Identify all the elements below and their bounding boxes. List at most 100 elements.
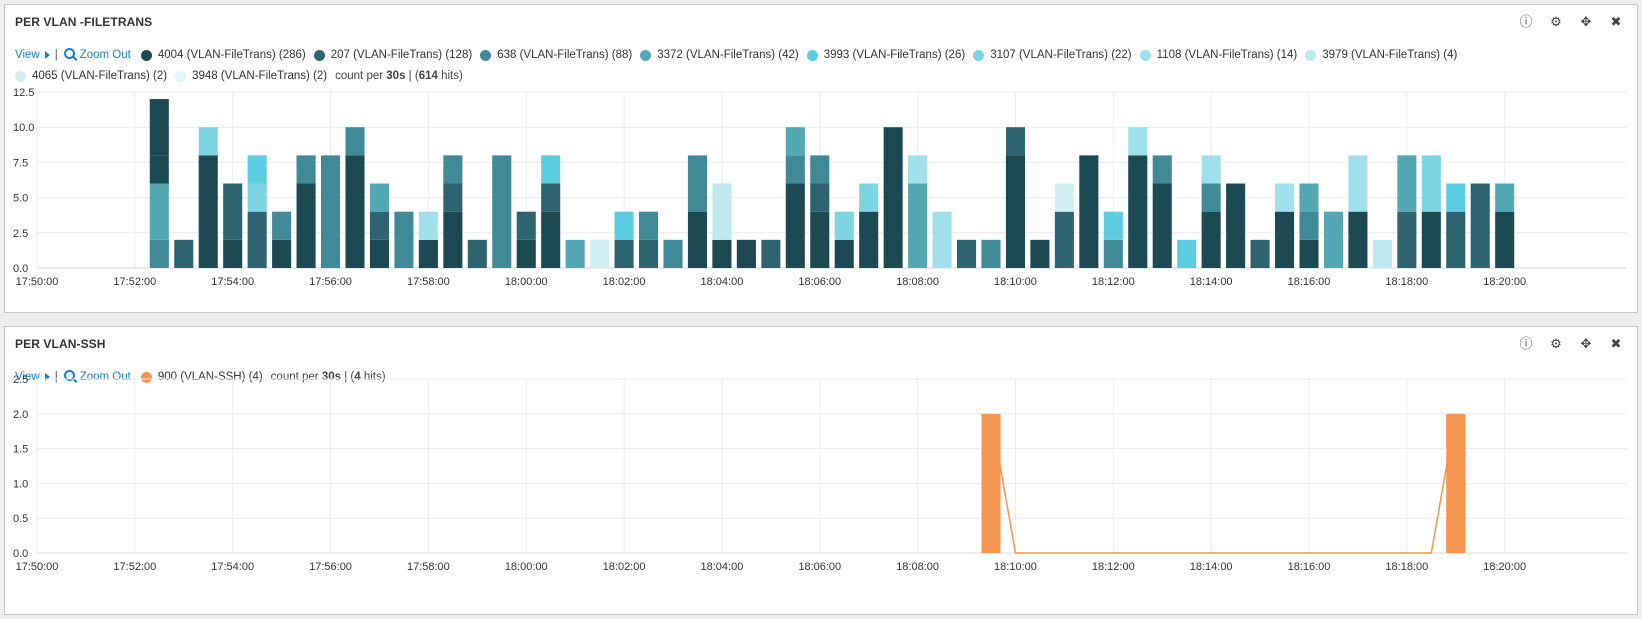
bar-segment[interactable]: [1348, 211, 1368, 268]
legend-item[interactable]: 900 (VLAN-SSH) (4): [140, 367, 263, 388]
zoom-out-button[interactable]: Zoom Out: [63, 45, 131, 66]
legend-item[interactable]: 3372 (VLAN-FileTrans) (42): [640, 45, 799, 66]
legend-item[interactable]: 3948 (VLAN-FileTrans) (2): [175, 66, 327, 87]
bar-segment[interactable]: [1397, 211, 1417, 268]
legend-item[interactable]: 3107 (VLAN-FileTrans) (22): [973, 45, 1132, 66]
bar-segment[interactable]: [320, 155, 341, 268]
bar-segment[interactable]: [834, 211, 854, 240]
legend-item[interactable]: 1108 (VLAN-FileTrans) (14): [1139, 45, 1297, 66]
bar-segment[interactable]: [1495, 183, 1515, 212]
bar-segment[interactable]: [785, 127, 805, 156]
bar-segment[interactable]: [810, 211, 830, 268]
bar-segment[interactable]: [516, 211, 536, 240]
bar-segment[interactable]: [1177, 239, 1197, 268]
bar-segment[interactable]: [1152, 155, 1172, 184]
bar-segment[interactable]: [1274, 211, 1295, 268]
bar-segment[interactable]: [1201, 211, 1221, 268]
bar-segment[interactable]: [1299, 183, 1319, 212]
bar-segment[interactable]: [198, 155, 218, 268]
bar-segment[interactable]: [541, 183, 561, 212]
bar-segment[interactable]: [149, 239, 169, 268]
bar-segment[interactable]: [1128, 127, 1148, 156]
bar-segment[interactable]: [638, 211, 659, 240]
bar-segment[interactable]: [908, 155, 928, 184]
bar-segment[interactable]: [785, 155, 805, 184]
bar-segment[interactable]: [712, 239, 732, 268]
bar-segment[interactable]: [687, 211, 708, 268]
legend-item[interactable]: 4004 (VLAN-FileTrans) (286): [140, 45, 306, 66]
bar-segment[interactable]: [663, 239, 683, 268]
bar-segment[interactable]: [834, 239, 854, 268]
gear-icon[interactable]: ⚙: [1550, 14, 1562, 29]
bar-segment[interactable]: [785, 183, 805, 268]
bar-segment[interactable]: [1054, 183, 1074, 212]
legend-item[interactable]: 3979 (VLAN-FileTrans) (4): [1305, 45, 1457, 66]
bar-segment[interactable]: [467, 239, 487, 268]
legend-item[interactable]: 638 (VLAN-FileTrans) (88): [480, 45, 632, 66]
bar-segment[interactable]: [956, 239, 977, 268]
move-icon[interactable]: ✥: [1580, 336, 1592, 351]
bar-segment[interactable]: [247, 183, 267, 212]
bar-segment[interactable]: [565, 239, 585, 268]
bar-segment[interactable]: [1274, 183, 1295, 212]
bar-segment[interactable]: [614, 211, 634, 240]
bar-segment[interactable]: [1079, 155, 1099, 268]
bar-segment[interactable]: [1005, 127, 1026, 156]
bar-segment[interactable]: [296, 183, 316, 268]
bar-segment[interactable]: [1446, 211, 1466, 268]
bar-segment[interactable]: [541, 155, 561, 184]
bar-segment[interactable]: [590, 239, 610, 268]
bar-segment[interactable]: [859, 183, 879, 212]
bar-segment[interactable]: [638, 239, 659, 268]
info-icon[interactable]: ⓘ: [1519, 14, 1533, 29]
bar-segment[interactable]: [1201, 155, 1221, 184]
bar-segment[interactable]: [1250, 239, 1270, 268]
info-icon[interactable]: ⓘ: [1519, 336, 1533, 351]
bar[interactable]: [981, 413, 1001, 553]
bar-segment[interactable]: [1470, 183, 1490, 268]
bar-segment[interactable]: [296, 155, 316, 184]
bar-segment[interactable]: [687, 155, 708, 212]
bar-segment[interactable]: [149, 99, 169, 156]
bar-segment[interactable]: [149, 155, 169, 184]
legend-item[interactable]: 207 (VLAN-FileTrans) (128): [313, 45, 472, 66]
bar-segment[interactable]: [883, 127, 903, 268]
legend-item[interactable]: 4065 (VLAN-FileTrans) (2): [15, 66, 167, 87]
bar-segment[interactable]: [1323, 211, 1344, 268]
close-icon[interactable]: ✖: [1610, 336, 1622, 351]
bar-segment[interactable]: [1030, 239, 1050, 268]
zoom-out-button[interactable]: Zoom Out: [63, 367, 131, 388]
bar-segment[interactable]: [736, 239, 756, 268]
bar-segment[interactable]: [1299, 211, 1319, 240]
bar-segment[interactable]: [345, 155, 365, 268]
bar-segment[interactable]: [981, 239, 1001, 268]
bar-segment[interactable]: [1421, 211, 1441, 268]
bar-segment[interactable]: [443, 183, 463, 212]
bar-segment[interactable]: [908, 183, 928, 268]
bar-segment[interactable]: [223, 183, 243, 240]
bar-segment[interactable]: [1397, 155, 1417, 212]
bar-segment[interactable]: [1103, 239, 1123, 268]
legend-item[interactable]: 3993 (VLAN-FileTrans) (26): [806, 45, 965, 66]
bar-segment[interactable]: [247, 211, 267, 268]
bar-segment[interactable]: [369, 211, 390, 240]
bar-segment[interactable]: [1201, 183, 1221, 212]
move-icon[interactable]: ✥: [1580, 14, 1592, 29]
bar[interactable]: [1446, 413, 1466, 553]
bar-segment[interactable]: [1372, 239, 1392, 268]
bar-segment[interactable]: [418, 211, 438, 240]
bar-segment[interactable]: [761, 239, 781, 268]
bar-segment[interactable]: [810, 183, 830, 212]
bar-segment[interactable]: [810, 155, 830, 184]
view-menu[interactable]: View: [15, 45, 50, 66]
bar-segment[interactable]: [1226, 183, 1246, 268]
bar-segment[interactable]: [394, 211, 414, 268]
bar-segment[interactable]: [198, 127, 218, 156]
bar-segment[interactable]: [1103, 211, 1123, 240]
bar-segment[interactable]: [516, 239, 536, 268]
bar-segment[interactable]: [443, 155, 463, 184]
bar-segment[interactable]: [345, 127, 365, 156]
bar-segment[interactable]: [223, 239, 243, 268]
bar-segment[interactable]: [1421, 155, 1441, 212]
bar-segment[interactable]: [859, 211, 879, 268]
